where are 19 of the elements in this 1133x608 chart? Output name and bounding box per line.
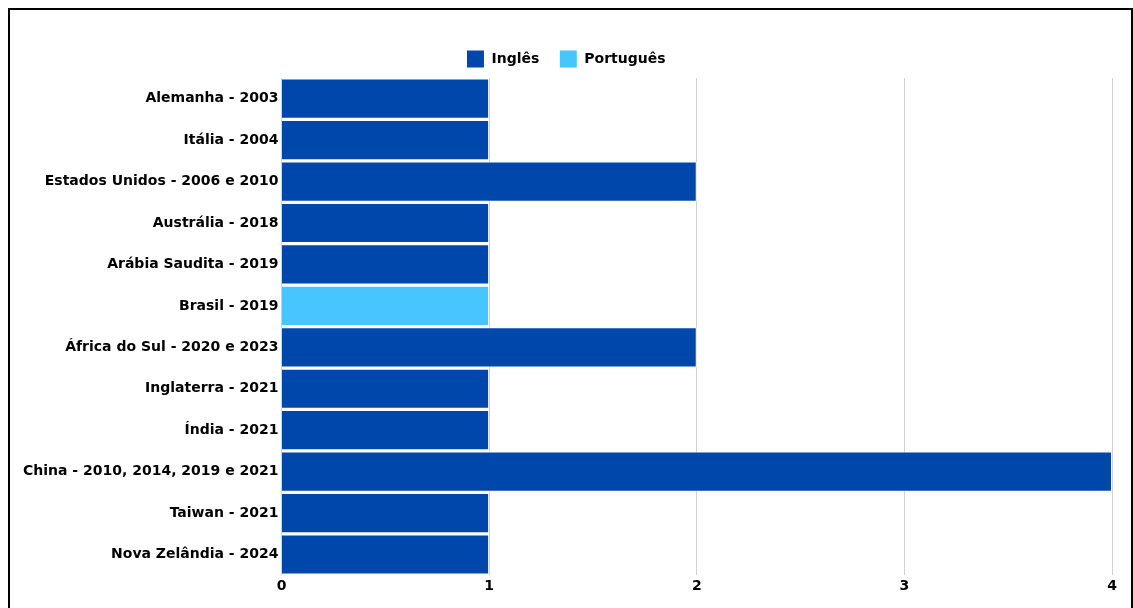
y-tick-label: Brasil - 2019 [179, 296, 279, 313]
x-tick-label: 3 [899, 577, 910, 594]
y-tick-label: África do Sul - 2020 e 2023 [65, 337, 279, 354]
x-tick-label: 2 [691, 577, 702, 594]
x-tick-label: 4 [1107, 577, 1118, 594]
x-tick-label: 0 [276, 577, 287, 594]
y-tick-label: Nova Zelândia - 2024 [111, 545, 279, 562]
y-tick-label: Taiwan - 2021 [169, 503, 279, 520]
y-tick-label: China - 2010, 2014, 2019 e 2021 [23, 462, 279, 479]
y-tick-label: Estados Unidos - 2006 e 2010 [44, 172, 279, 189]
y-tick-label: Índia - 2021 [184, 420, 279, 437]
legend-label: Inglês [491, 49, 540, 66]
y-tick-label: Inglaterra - 2021 [145, 379, 279, 396]
y-tick-label: Itália - 2004 [183, 130, 279, 147]
y-tick-label: Alemanha - 2003 [145, 89, 279, 106]
y-tick-label: Austrália - 2018 [152, 213, 279, 230]
y-tick-label: Arábia Saudita - 2019 [107, 255, 279, 272]
legend-label: Português [584, 49, 666, 66]
x-tick-label: 1 [484, 577, 494, 594]
